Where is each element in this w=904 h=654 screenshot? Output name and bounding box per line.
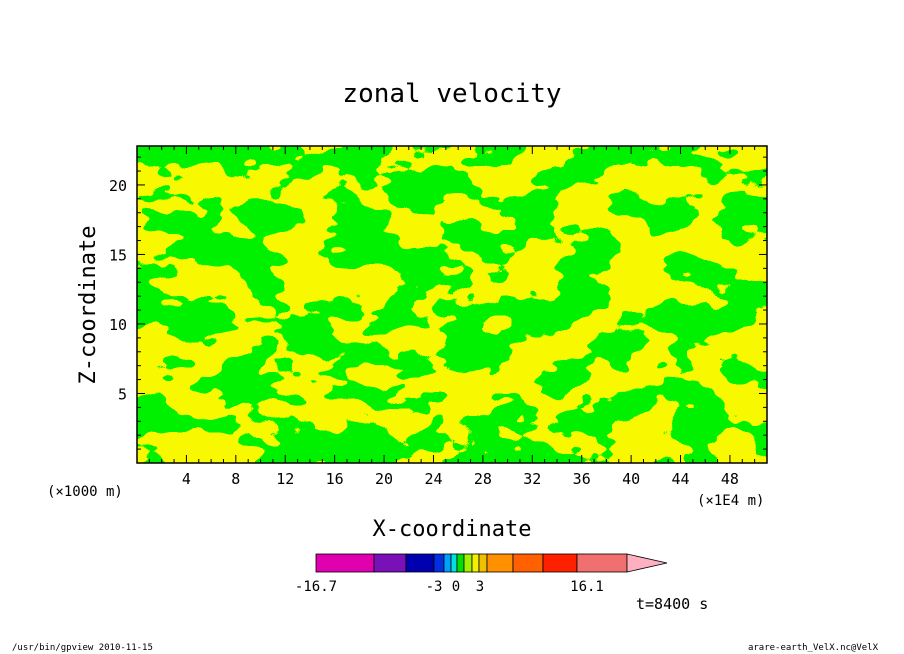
colorbar-segment	[542, 553, 578, 573]
x-tick-label: 48	[721, 470, 739, 488]
y-tick-label: 20	[109, 177, 127, 195]
colorbar-segment	[512, 553, 544, 573]
colorbar-segment	[450, 553, 458, 573]
x-tick-label: 20	[375, 470, 393, 488]
x-tick-label: 28	[474, 470, 492, 488]
x-tick-label: 44	[671, 470, 689, 488]
x-tick-label: 8	[231, 470, 240, 488]
time-label: t=8400 s	[636, 595, 708, 613]
x-unit-left: (×1000 m)	[47, 484, 123, 500]
chart-title: zonal velocity	[342, 79, 561, 109]
colorbar-segment	[456, 553, 465, 573]
colorbar: -16.7 -3 0 3 16.1	[295, 553, 668, 595]
x-tick-label: 12	[276, 470, 294, 488]
colorbar-segment	[486, 553, 514, 573]
plot-frame	[136, 145, 768, 464]
x-tick-label: 16	[326, 470, 344, 488]
velocity-field	[137, 146, 767, 463]
x-tick-label: 4	[182, 470, 191, 488]
colorbar-segment	[471, 553, 480, 573]
footer-right: arare-earth_VelX.nc@VelX	[748, 643, 879, 653]
colorbar-label: 3	[476, 579, 484, 595]
colorbar-label: -3	[426, 579, 443, 595]
x-tick-label: 24	[424, 470, 442, 488]
colorbar-label: 0	[452, 579, 460, 595]
colorbar-segment	[478, 553, 488, 573]
x-axis-label: X-coordinate	[373, 517, 532, 542]
y-tick-label: 15	[109, 246, 127, 264]
colorbar-segment	[433, 553, 445, 573]
colorbar-segment	[443, 553, 452, 573]
x-tick-label: 32	[523, 470, 541, 488]
colorbar-segment	[576, 553, 628, 573]
colorbar-segment	[373, 553, 407, 573]
x-axis: 4 8 12 16 20 24 28 32 36 40 44 48	[148, 146, 756, 488]
x-tick-label: 40	[622, 470, 640, 488]
x-tick-label: 36	[573, 470, 591, 488]
colorbar-segment	[463, 553, 473, 573]
plot-area	[137, 146, 767, 463]
y-tick-label: 5	[118, 385, 127, 403]
y-tick-label: 10	[109, 316, 127, 334]
colorbar-segment	[315, 553, 375, 573]
colorbar-segment	[405, 553, 435, 573]
colorbar-arrow	[626, 553, 668, 573]
y-axis-label: Z-coordinate	[76, 226, 101, 385]
colorbar-label: -16.7	[295, 579, 337, 595]
x-unit-right: (×1E4 m)	[697, 493, 764, 509]
colorbar-label: 16.1	[570, 579, 604, 595]
footer-left: /usr/bin/gpview 2010-11-15	[12, 643, 153, 653]
y-axis: 5 10 15 20	[109, 156, 767, 450]
